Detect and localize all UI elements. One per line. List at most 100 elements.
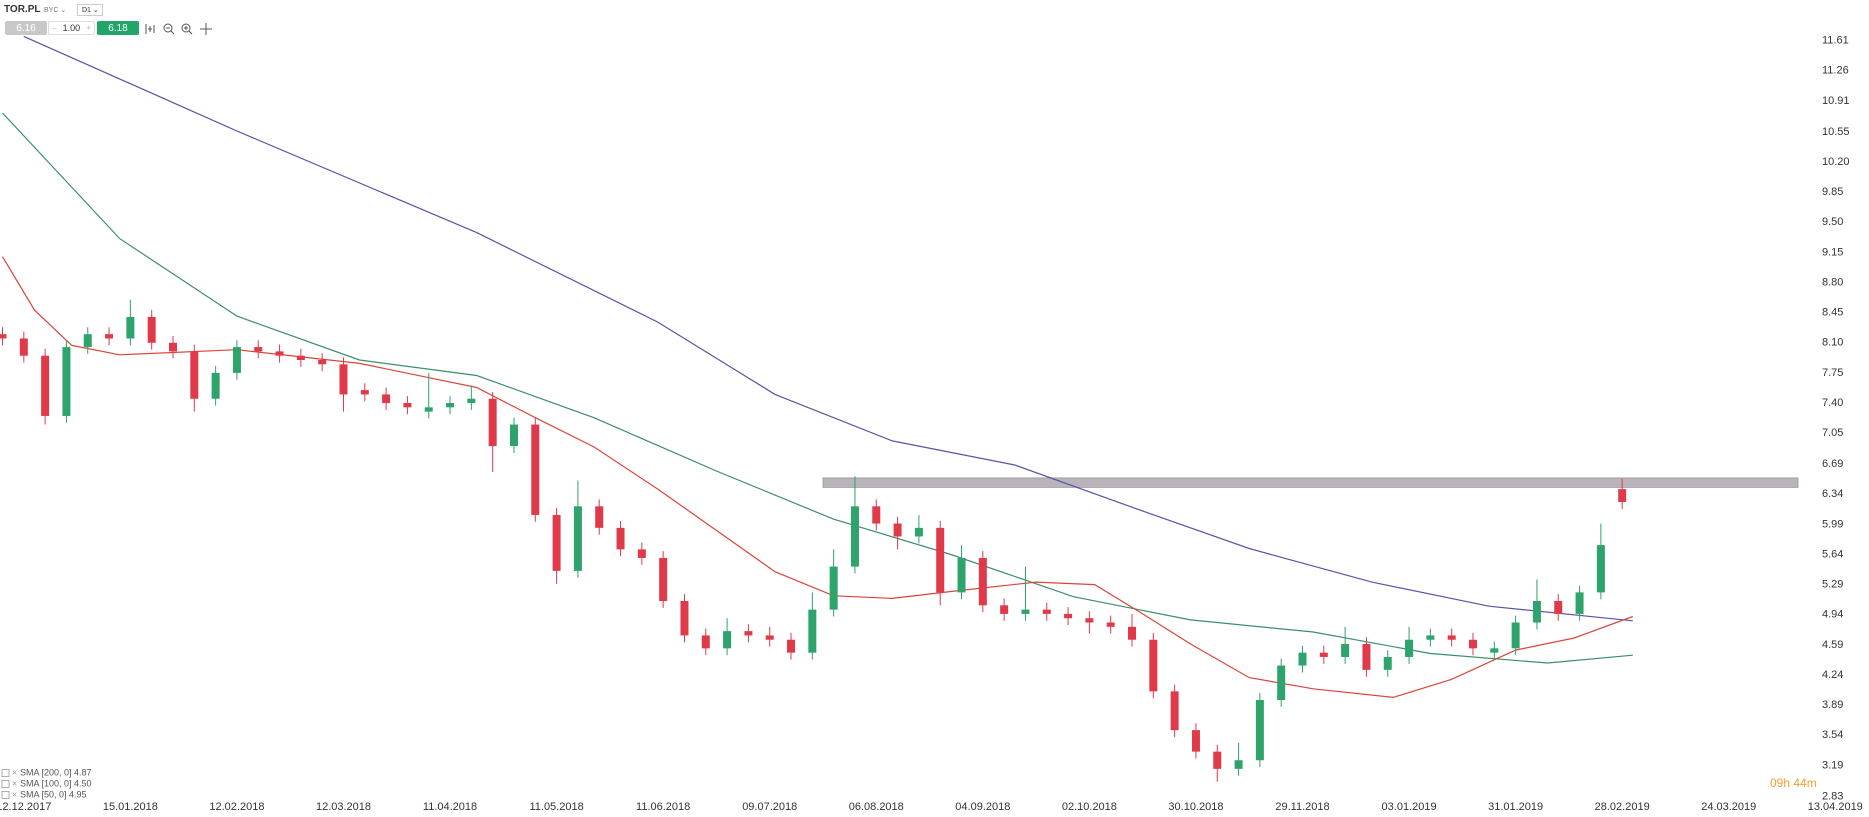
candle-body — [723, 631, 732, 649]
candle-body — [1170, 691, 1179, 731]
candle-body — [19, 338, 28, 356]
candle-body — [62, 347, 71, 416]
buy-button[interactable]: 6.18 — [97, 21, 139, 35]
y-tick-label: 9.15 — [1822, 246, 1843, 258]
candle-body — [318, 359, 327, 365]
candle-body — [446, 403, 455, 408]
candle-body — [1128, 626, 1137, 640]
symbol[interactable]: TOR.PL — [4, 4, 41, 15]
candle-body — [1575, 592, 1584, 614]
candle-body — [701, 635, 710, 649]
x-tick-label: 12.12.2017 — [0, 801, 51, 813]
candle-body — [914, 527, 923, 537]
candle-body — [1298, 652, 1307, 666]
candle-body — [872, 506, 881, 524]
interval-label: D1 — [82, 7, 91, 14]
candle-body — [488, 398, 497, 447]
candle-body — [595, 506, 604, 528]
y-tick-label: 4.24 — [1822, 669, 1843, 681]
candle-body — [1085, 618, 1094, 623]
x-tick-label: 12.03.2018 — [316, 801, 371, 813]
candle-body — [105, 334, 114, 339]
candle-body — [296, 355, 305, 360]
candle-body — [637, 549, 646, 558]
indicators-icon[interactable] — [145, 24, 155, 34]
candle-body — [978, 557, 987, 606]
candle-body — [1234, 760, 1243, 769]
candle-body — [1277, 665, 1286, 700]
y-tick-label: 3.54 — [1822, 729, 1843, 741]
y-tick-label: 8.10 — [1822, 337, 1843, 349]
volume-value: 1.00 — [62, 23, 81, 33]
x-tick-label: 24.03.2019 — [1701, 801, 1756, 813]
resistance-zone — [822, 477, 1799, 488]
sma-line — [2, 112, 1633, 664]
candle-body — [254, 347, 263, 352]
candle-body — [957, 557, 966, 593]
candle-body — [787, 639, 796, 653]
candle-body — [893, 523, 902, 537]
x-tick-label: 15.01.2018 — [103, 801, 158, 813]
interval-select[interactable]: D1 ⌄ — [77, 4, 103, 16]
candle-body — [829, 566, 838, 610]
legend-entry: SMA [50, 0] 4.95 — [20, 789, 87, 799]
candle-body — [1341, 644, 1350, 657]
candle-body — [190, 351, 199, 399]
y-tick-label: 10.91 — [1822, 95, 1850, 107]
x-tick-label: 06.08.2018 — [849, 801, 904, 813]
zoom-in-icon[interactable] — [181, 23, 191, 33]
legend-settings-icon — [1, 780, 10, 788]
candle-body — [531, 424, 540, 515]
candle-body — [1426, 635, 1435, 640]
candle-body — [424, 407, 433, 412]
candle-body — [616, 527, 625, 550]
candle-body — [509, 424, 518, 447]
y-tick-label: 6.34 — [1822, 488, 1843, 500]
legend-entry: SMA [200, 0] 4.87 — [20, 767, 92, 777]
x-tick-label: 04.09.2018 — [955, 801, 1010, 813]
y-tick-label: 3.89 — [1822, 699, 1843, 711]
zoom-out-icon[interactable] — [163, 23, 173, 33]
candle-body — [573, 506, 582, 571]
candle-body — [1021, 609, 1030, 614]
candle-body — [744, 631, 753, 636]
y-tick-label: 4.94 — [1822, 609, 1843, 621]
candle-timer: 09h 44m — [1770, 776, 1817, 790]
candle-body — [382, 394, 391, 404]
legend-close-icon: × — [12, 767, 17, 777]
legend-entry: SMA [100, 0] 4.50 — [20, 778, 92, 788]
candle-body — [168, 342, 177, 352]
y-tick-label: 8.80 — [1822, 276, 1843, 288]
x-tick-label: 09.07.2018 — [742, 801, 797, 813]
sma-line — [23, 35, 1633, 622]
y-tick-label: 8.45 — [1822, 307, 1843, 319]
x-tick-label: 28.02.2019 — [1595, 801, 1650, 813]
legend-close-icon: × — [12, 778, 17, 788]
x-tick-label: 11.04.2018 — [423, 801, 477, 813]
candle-body — [1532, 601, 1541, 623]
plus[interactable]: + — [86, 23, 92, 33]
y-tick-label: 7.40 — [1822, 397, 1843, 409]
candle-body — [1362, 644, 1371, 670]
candle-body — [1213, 751, 1222, 769]
crosshair-icon[interactable] — [200, 23, 212, 35]
candle-body — [1000, 605, 1009, 614]
candle-body — [339, 364, 348, 395]
candle-body — [1042, 609, 1051, 614]
y-tick-label: 11.26 — [1822, 65, 1849, 77]
candle-body — [680, 601, 689, 636]
candle-body — [211, 372, 220, 399]
candle-body — [850, 506, 859, 567]
x-tick-label: 13.04.2019 — [1808, 801, 1863, 813]
x-tick-label: 11.05.2018 — [529, 801, 583, 813]
mode-select[interactable]: BYC ⌄ — [44, 7, 67, 14]
y-tick-label: 2.83 — [1822, 790, 1843, 802]
y-tick-label: 6.69 — [1822, 458, 1843, 470]
y-tick-label: 7.75 — [1822, 367, 1843, 379]
sell-button[interactable]: 6.16 — [5, 21, 47, 35]
minus[interactable]: – — [51, 23, 57, 33]
volume-input[interactable]: –1.00 + — [48, 21, 95, 35]
candle-body — [1490, 648, 1499, 653]
candle-body — [552, 514, 561, 571]
candle-body — [1447, 635, 1456, 640]
